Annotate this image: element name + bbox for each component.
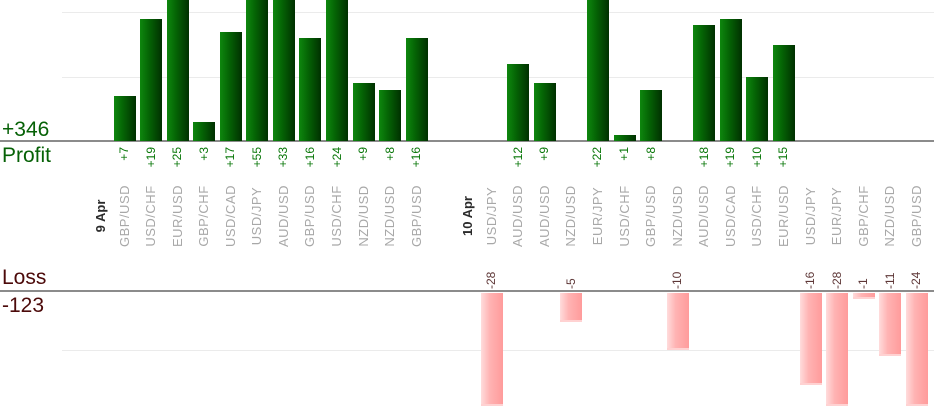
pair-label: GBP/USD bbox=[116, 184, 132, 248]
profit-axis-line bbox=[0, 140, 934, 142]
profit-value-label: +24 bbox=[329, 147, 344, 168]
profit-value-label: +8 bbox=[382, 147, 397, 161]
profit-bar bbox=[140, 19, 163, 141]
profit-value-label: +55 bbox=[249, 147, 264, 168]
profit-value-label: +9 bbox=[537, 147, 552, 161]
profit-value-label: +33 bbox=[276, 147, 291, 168]
profit-bar bbox=[507, 64, 530, 141]
profit-bar bbox=[746, 77, 769, 141]
loss-bar bbox=[480, 293, 503, 406]
profit-bar bbox=[405, 38, 428, 141]
profit-value-label: +1 bbox=[617, 147, 632, 161]
pair-label: USD/CAD bbox=[222, 184, 238, 248]
pair-label: EUR/JPY bbox=[829, 186, 845, 246]
profit-gridline bbox=[62, 76, 934, 78]
profit-bar bbox=[379, 90, 402, 141]
loss-value-label: -28 bbox=[484, 271, 499, 289]
pair-label: EUR/USD bbox=[775, 184, 791, 248]
profit-bar bbox=[113, 96, 136, 141]
profit-bar bbox=[299, 38, 322, 141]
date-label: 10 Apr bbox=[459, 196, 475, 236]
profit-value-label: +17 bbox=[223, 147, 238, 168]
loss-axis-label: Loss bbox=[2, 266, 47, 289]
loss-value-label: -28 bbox=[829, 271, 844, 289]
profit-bar bbox=[272, 0, 295, 141]
pair-label: USD/JPY bbox=[483, 186, 499, 246]
profit-bar bbox=[166, 0, 189, 141]
pair-label: GBP/USD bbox=[643, 184, 659, 248]
profit-bar bbox=[693, 25, 716, 141]
pair-label: NZD/USD bbox=[563, 185, 579, 247]
loss-value-label: -1 bbox=[856, 278, 871, 289]
loss-value-label: -16 bbox=[803, 271, 818, 289]
profit-gridline bbox=[62, 12, 934, 14]
profit-value-label: +9 bbox=[356, 147, 371, 161]
profit-value-label: +8 bbox=[643, 147, 658, 161]
loss-bar bbox=[905, 293, 928, 406]
pair-label: AUD/USD bbox=[536, 184, 552, 248]
profit-bar bbox=[613, 135, 636, 141]
profit-value-label: +10 bbox=[749, 147, 764, 168]
pair-label: USD/JPY bbox=[802, 186, 818, 246]
profit-bar bbox=[772, 45, 795, 141]
profit-value-label: +15 bbox=[776, 147, 791, 168]
loss-bar bbox=[852, 293, 875, 299]
profit-bar bbox=[352, 83, 375, 141]
pair-label: USD/CHF bbox=[143, 185, 159, 247]
pair-label: GBP/CHF bbox=[196, 185, 212, 247]
profit-value-label: +7 bbox=[117, 147, 131, 161]
profit-bar bbox=[326, 0, 349, 141]
pair-label: USD/CHF bbox=[329, 185, 345, 247]
pair-label: NZD/USD bbox=[382, 185, 398, 247]
profit-bar bbox=[719, 19, 742, 141]
profit-axis-label: Profit bbox=[2, 144, 52, 167]
pair-label: GBP/USD bbox=[302, 184, 318, 248]
pair-label: AUD/USD bbox=[275, 184, 291, 248]
loss-value-label: -5 bbox=[563, 278, 578, 289]
profit-total-value: +346 bbox=[2, 118, 50, 141]
pair-label: GBP/USD bbox=[908, 184, 924, 248]
profit-bar bbox=[193, 122, 216, 141]
pair-label: EUR/USD bbox=[169, 184, 185, 248]
loss-bar bbox=[799, 293, 822, 385]
profit-value-label: +12 bbox=[510, 147, 525, 168]
pair-label: EUR/JPY bbox=[589, 186, 605, 246]
profit-value-label: +22 bbox=[590, 147, 605, 168]
loss-total-value: -123 bbox=[2, 294, 45, 317]
loss-axis-line bbox=[0, 290, 934, 292]
profit-bar bbox=[246, 0, 269, 141]
pair-label: USD/CHF bbox=[749, 185, 765, 247]
profit-bar bbox=[533, 83, 556, 141]
loss-bar bbox=[666, 293, 689, 350]
pair-label: USD/CHF bbox=[616, 185, 632, 247]
pair-label: NZD/USD bbox=[882, 185, 898, 247]
profit-value-label: +19 bbox=[143, 147, 158, 168]
loss-value-label: -24 bbox=[909, 271, 924, 289]
profit-bar bbox=[219, 32, 242, 141]
profit-value-label: +19 bbox=[723, 147, 738, 168]
pair-label: AUD/USD bbox=[510, 184, 526, 248]
profit-value-label: +16 bbox=[409, 147, 424, 168]
loss-value-label: -11 bbox=[882, 272, 897, 289]
profit-value-label: +16 bbox=[302, 147, 317, 168]
loss-value-label: -10 bbox=[670, 271, 685, 289]
pair-label: GBP/CHF bbox=[855, 185, 871, 247]
profit-bar bbox=[640, 90, 663, 141]
profit-value-label: +18 bbox=[696, 147, 711, 168]
pair-label: USD/JPY bbox=[249, 186, 265, 246]
profit-value-label: +25 bbox=[170, 147, 185, 168]
pair-label: AUD/USD bbox=[696, 184, 712, 248]
profit-bar bbox=[586, 0, 609, 141]
date-label: 9 Apr bbox=[92, 199, 108, 233]
pair-label: USD/CAD bbox=[722, 184, 738, 248]
loss-bar bbox=[560, 293, 583, 322]
profit-value-label: +3 bbox=[196, 147, 211, 161]
pair-label: NZD/USD bbox=[355, 185, 371, 247]
loss-bar bbox=[879, 293, 902, 356]
pair-label: NZD/USD bbox=[669, 185, 685, 247]
pair-label: GBP/USD bbox=[408, 184, 424, 248]
loss-bar bbox=[826, 293, 849, 406]
